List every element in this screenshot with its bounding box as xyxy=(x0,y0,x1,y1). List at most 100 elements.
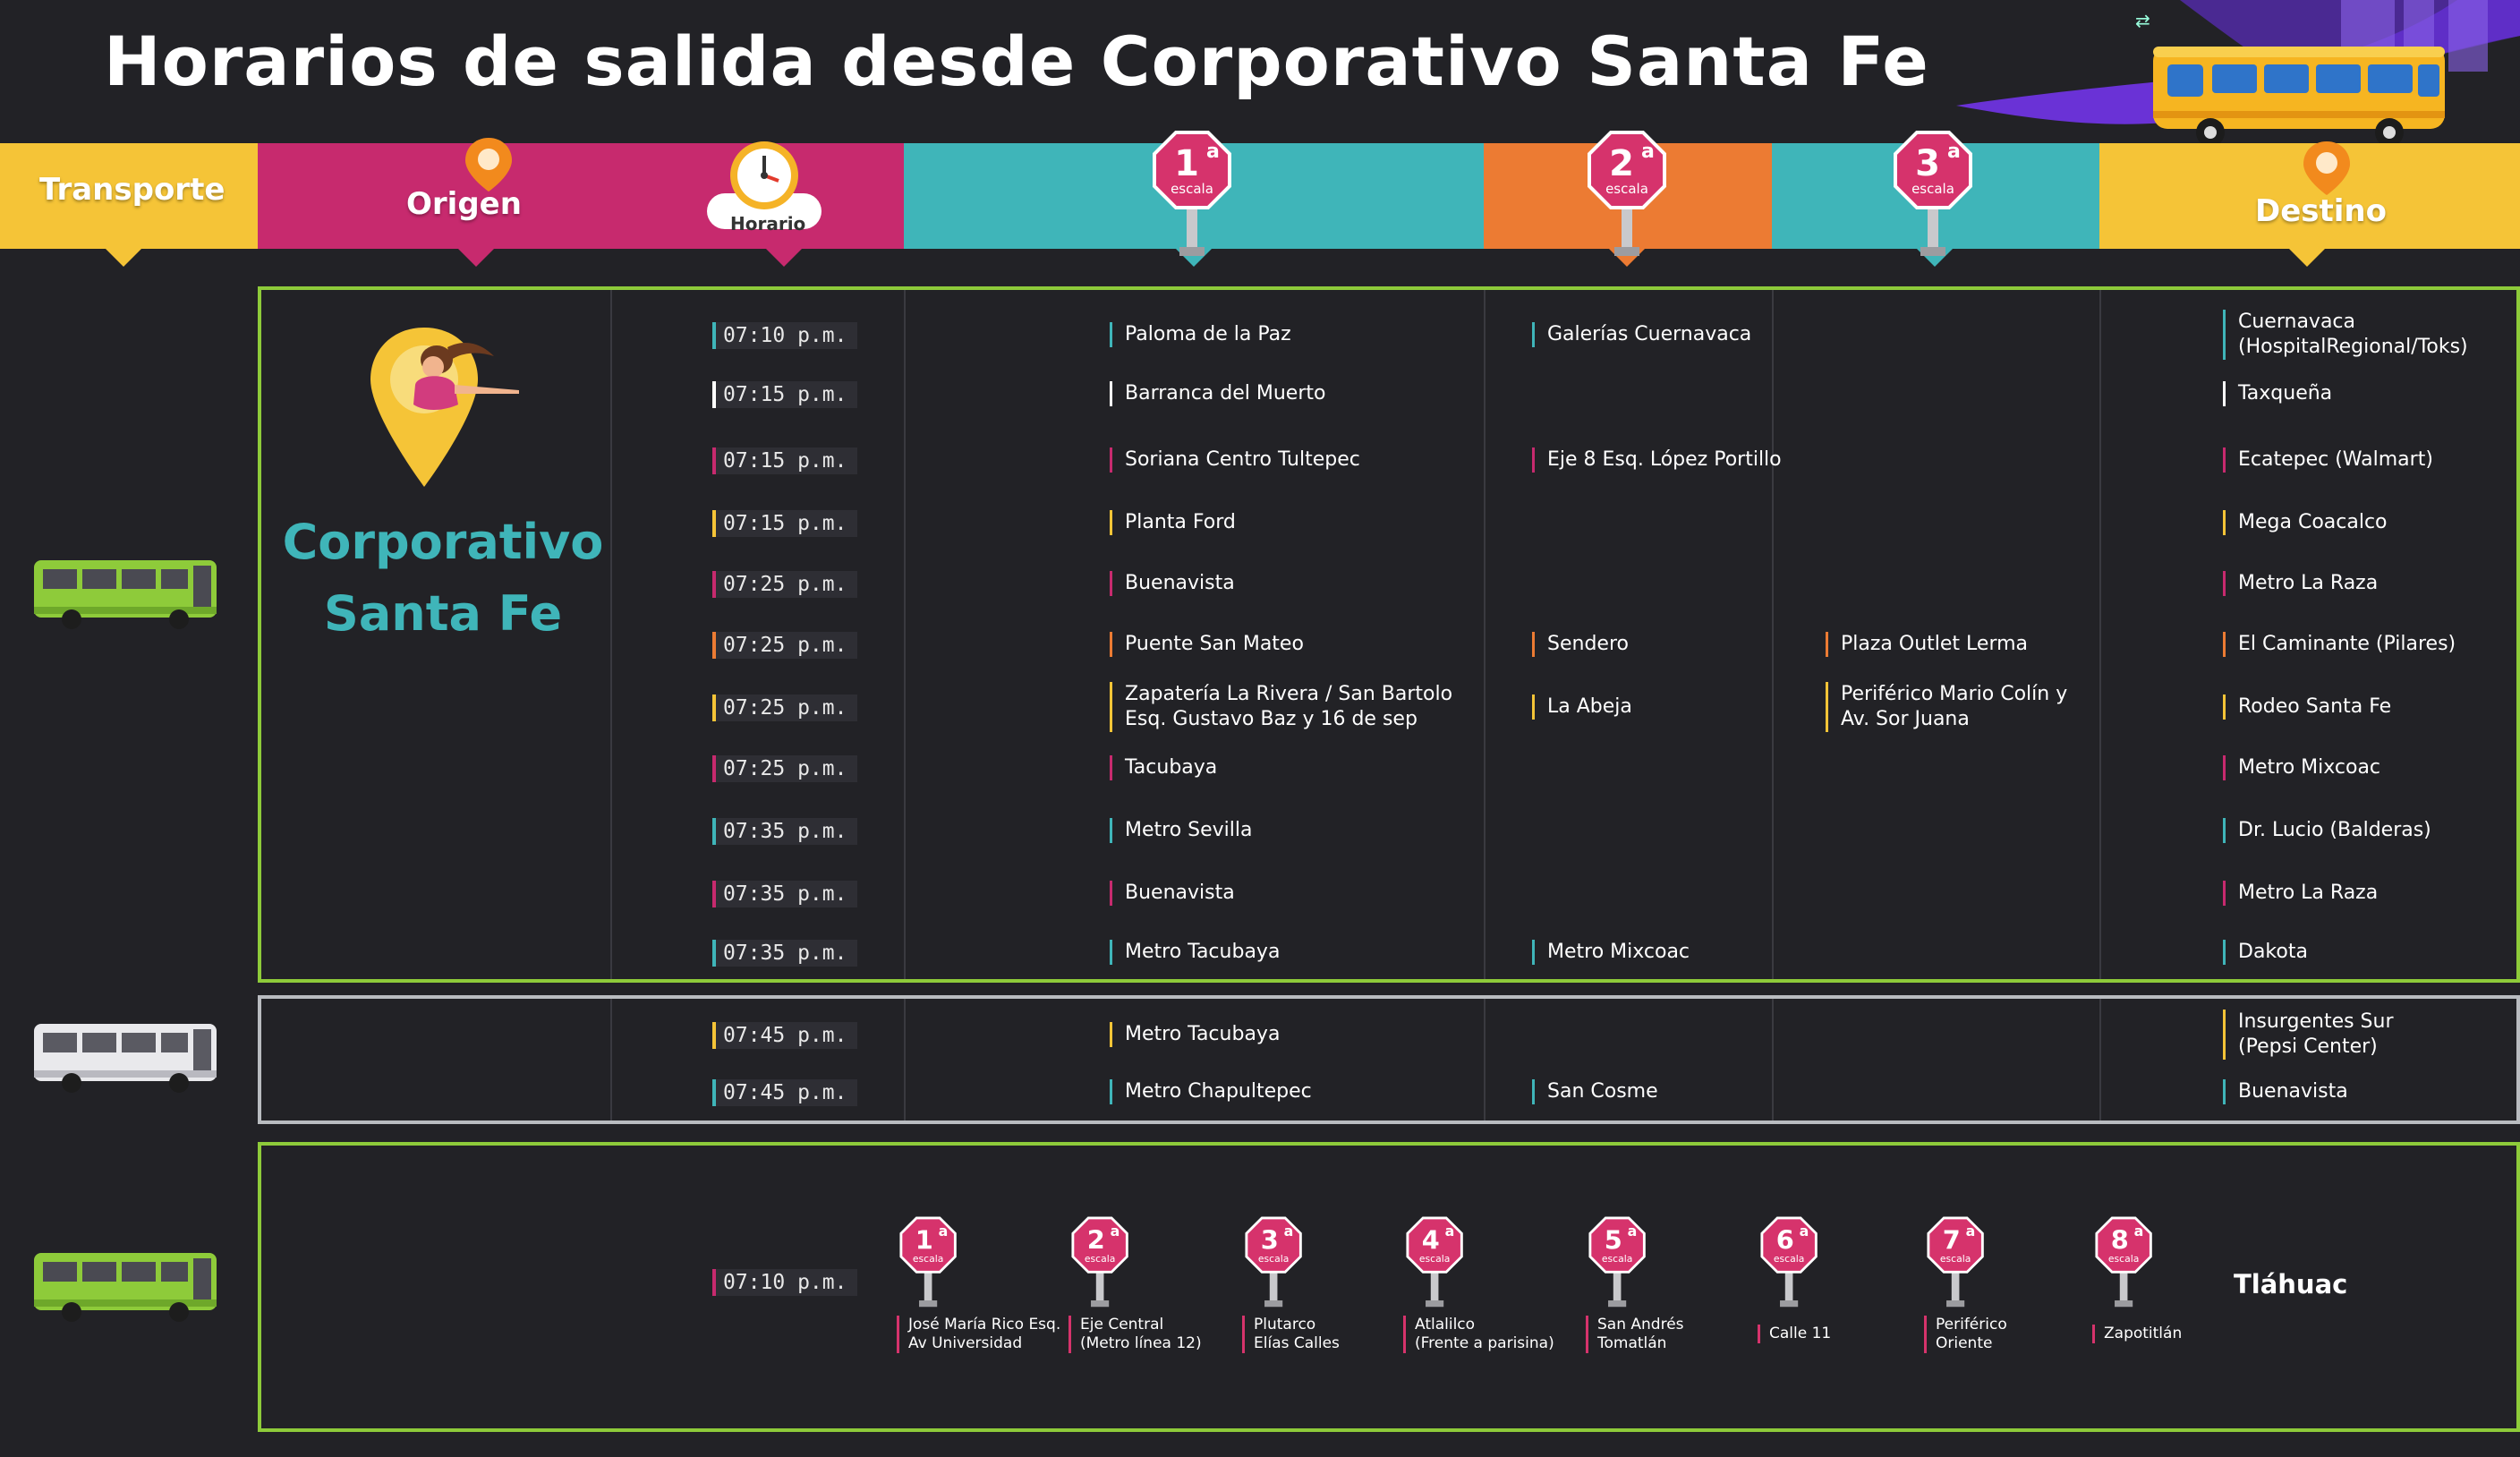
stop-sign-icon: 6 a escala xyxy=(1760,1216,1818,1308)
destination: Mega Coacalco xyxy=(2223,510,2388,535)
map-pin-icon xyxy=(2303,141,2350,195)
stop-sign-icon: 1 a escala xyxy=(899,1216,957,1308)
stop-number: 7 xyxy=(1943,1224,1961,1255)
stop-1: Metro Sevilla xyxy=(1110,818,1253,843)
stop-2: San Cosme xyxy=(1532,1079,1658,1104)
header-bar: Transporte Origen Horario De xyxy=(0,138,2520,267)
stop-number: 1 xyxy=(1174,143,1199,184)
stop-1-line: Buenavista xyxy=(1125,882,1235,904)
departure-time: 07:10 p.m. xyxy=(712,1269,858,1296)
route-stop-label: San Andrés Tomatlán xyxy=(1586,1316,1684,1353)
destination-line: Insurgentes Sur xyxy=(2238,1010,2394,1033)
stop-3: Periférico Mario Colín y Av. Sor Juana xyxy=(1826,682,2067,732)
stop-2: Metro Mixcoac xyxy=(1532,940,1690,965)
stop-1-line: Soriana Centro Tultepec xyxy=(1125,448,1360,471)
route-stop-label-line: Eje Central xyxy=(1080,1316,1164,1333)
stop-1: Barranca del Muerto xyxy=(1110,381,1325,406)
stop-1: Buenavista xyxy=(1110,881,1235,906)
stop-1: Soriana Centro Tultepec xyxy=(1110,447,1360,473)
destination-line: Dr. Lucio (Balderas) xyxy=(2238,819,2431,841)
header-transporte: Transporte xyxy=(0,143,258,267)
stop-2: Sendero xyxy=(1532,632,1629,657)
stop-sublabel: escala xyxy=(1774,1253,1804,1265)
stop-sign-icon: 2 a escala xyxy=(1588,131,1666,256)
destination: El Caminante (Pilares) xyxy=(2223,632,2456,657)
departure-time: 07:15 p.m. xyxy=(712,381,858,408)
departure-time: 07:35 p.m. xyxy=(712,940,858,967)
destination: Metro La Raza xyxy=(2223,881,2378,906)
stop-1-line: Buenavista xyxy=(1125,572,1235,594)
header-origen: Origen Horario xyxy=(258,138,904,267)
departure-time: 07:25 p.m. xyxy=(712,694,858,721)
stop-sign-icon: 4 a escala xyxy=(1406,1216,1463,1308)
stop-number: 2 xyxy=(1087,1224,1105,1255)
destination: Dakota xyxy=(2223,940,2308,965)
route-stop: 6 a escala xyxy=(1759,1215,1818,1312)
schedule-panel-secondary xyxy=(258,995,2520,1124)
stop-sublabel: escala xyxy=(1911,181,1954,197)
destination-line: (Pepsi Center) xyxy=(2238,1035,2378,1058)
stop-number: 3 xyxy=(1261,1224,1279,1255)
map-pin-icon xyxy=(465,138,512,192)
destination: Dr. Lucio (Balderas) xyxy=(2223,818,2431,843)
route-stop-label: Atlalilco (Frente a parisina) xyxy=(1403,1316,1554,1353)
destination: Ecatepec (Walmart) xyxy=(2223,447,2433,473)
stop-3: Plaza Outlet Lerma xyxy=(1826,632,2028,657)
stop-1: Puente San Mateo xyxy=(1110,632,1304,657)
stop-sublabel: escala xyxy=(913,1253,943,1265)
stop-1-line: Planta Ford xyxy=(1125,511,1236,533)
route-stop-label-line: Atlalilco xyxy=(1415,1316,1476,1333)
stop-sublabel: escala xyxy=(1258,1253,1289,1265)
stop-ordinal: a xyxy=(1628,1223,1638,1240)
destination: Insurgentes Sur (Pepsi Center) xyxy=(2223,1010,2394,1060)
stop-1-line: Paloma de la Paz xyxy=(1125,323,1291,345)
stop-sign-icon: 5 a escala xyxy=(1588,1216,1646,1308)
stop-2-line: Galerías Cuernavaca xyxy=(1547,323,1752,345)
route-stop-label-line: Periférico xyxy=(1936,1316,2007,1333)
route-stop: 8 a escala xyxy=(2094,1215,2153,1312)
stop-sign-icon: 3 a escala xyxy=(1245,1216,1302,1308)
route-stop-label: Eje Central (Metro línea 12) xyxy=(1068,1316,1202,1353)
destination: Metro La Raza xyxy=(2223,571,2378,596)
route-stop: 4 a escala xyxy=(1405,1215,1464,1312)
route-stop: 1 a escala xyxy=(898,1215,958,1312)
departure-time: 07:35 p.m. xyxy=(712,881,858,907)
stop-1-line: Puente San Mateo xyxy=(1125,633,1304,655)
stop-number: 1 xyxy=(915,1224,933,1255)
stop-3-line: Av. Sor Juana xyxy=(1841,708,1970,730)
departure-time: 07:15 p.m. xyxy=(712,510,858,537)
stop-sublabel: escala xyxy=(1940,1253,1971,1265)
stop-2-line: Eje 8 Esq. López Portillo xyxy=(1547,448,1782,471)
route-stop-label: Periférico Oriente xyxy=(1924,1316,2007,1353)
route-destination: Tláhuac xyxy=(2234,1269,2348,1299)
route-stop-label-line: Calle 11 xyxy=(1769,1325,1832,1342)
route-stop: 7 a escala xyxy=(1926,1215,1985,1312)
svg-text:⇄: ⇄ xyxy=(2135,10,2150,31)
destination: Metro Mixcoac xyxy=(2223,755,2380,780)
stop-1: Metro Tacubaya xyxy=(1110,1022,1280,1047)
route-stop-label: José María Rico Esq. Av Universidad xyxy=(897,1316,1060,1353)
route-stop-label-line: (Metro línea 12) xyxy=(1080,1334,1202,1352)
stop-number: 2 xyxy=(1609,143,1634,184)
stop-ordinal: a xyxy=(1445,1223,1455,1240)
stop-ordinal: a xyxy=(1800,1223,1809,1240)
schedule-panel-tlahuac xyxy=(258,1142,2520,1432)
stop-1: Zapatería La Rivera / San Bartolo Esq. Gu… xyxy=(1110,682,1452,732)
stop-2-line: Sendero xyxy=(1547,633,1629,655)
stop-number: 3 xyxy=(1915,143,1940,184)
destination-line: Dakota xyxy=(2238,941,2308,963)
route-stop-label-line: Av Universidad xyxy=(908,1334,1023,1352)
stop-2: Eje 8 Esq. López Portillo xyxy=(1532,447,1782,473)
route-stop-label-line: (Frente a parisina) xyxy=(1415,1334,1554,1352)
stop-1: Buenavista xyxy=(1110,571,1235,596)
route-stop: 5 a escala xyxy=(1588,1215,1647,1312)
header-destino: Destino xyxy=(2099,141,2520,267)
stop-number: 8 xyxy=(2111,1224,2129,1255)
route-stop-label-line: Tomatlán xyxy=(1597,1334,1667,1352)
bus-white-icon xyxy=(34,1024,217,1093)
stop-ordinal: a xyxy=(1111,1223,1120,1240)
stop-number: 4 xyxy=(1422,1224,1440,1255)
stop-sublabel: escala xyxy=(1602,1253,1632,1265)
page-title: Horarios de salida desde Corporativo San… xyxy=(104,21,1929,101)
route-stop-label-line: Zapotitlán xyxy=(2104,1325,2183,1342)
